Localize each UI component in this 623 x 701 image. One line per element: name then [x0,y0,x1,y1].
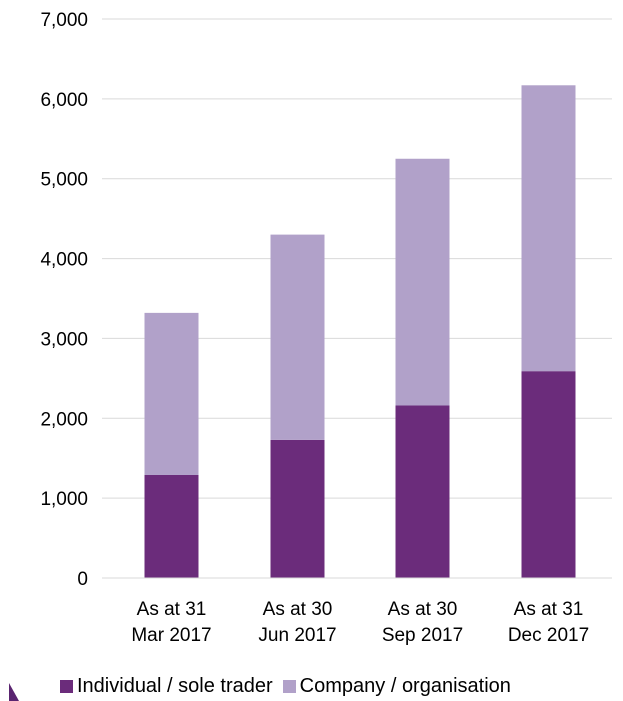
x-tick-label: As at 31 [514,599,584,620]
y-tick-label: 0 [77,569,88,590]
bar-individual-sole-trader [395,405,450,578]
legend-label-company: Company / organisation [299,675,511,697]
x-tick-label: Sep 2017 [382,625,463,646]
y-tick-label: 7,000 [40,10,88,31]
legend-swatch-company [282,680,296,693]
bar-company-organisation [521,85,576,372]
x-tick-label: As at 30 [263,599,333,620]
y-tick-label: 5,000 [40,170,88,191]
legend-label-individual: Individual / sole trader [77,675,273,697]
bar-individual-sole-trader [144,474,199,578]
y-tick-label: 1,000 [40,489,88,510]
bar-individual-sole-trader [270,439,325,578]
x-tick-label: As at 30 [388,599,458,620]
bar-company-organisation [144,312,199,475]
bar-company-organisation [395,158,450,406]
legend: Individual / sole trader Company / organ… [60,675,521,698]
corner-triangle-icon [9,683,19,701]
x-tick-label: Dec 2017 [508,625,589,646]
x-tick-label: Mar 2017 [131,625,211,646]
y-tick-label: 3,000 [40,329,88,350]
y-tick-label: 4,000 [40,250,88,271]
legend-swatch-individual [60,680,73,693]
x-tick-label: As at 31 [137,599,207,620]
legend-item-individual: Individual / sole trader [60,675,273,698]
legend-item-company: Company / organisation [282,675,511,698]
x-tick-label: Jun 2017 [258,625,336,646]
y-tick-label: 6,000 [40,90,88,111]
bar-individual-sole-trader [521,371,576,578]
bar-company-organisation [270,234,325,440]
y-tick-label: 2,000 [40,409,88,430]
